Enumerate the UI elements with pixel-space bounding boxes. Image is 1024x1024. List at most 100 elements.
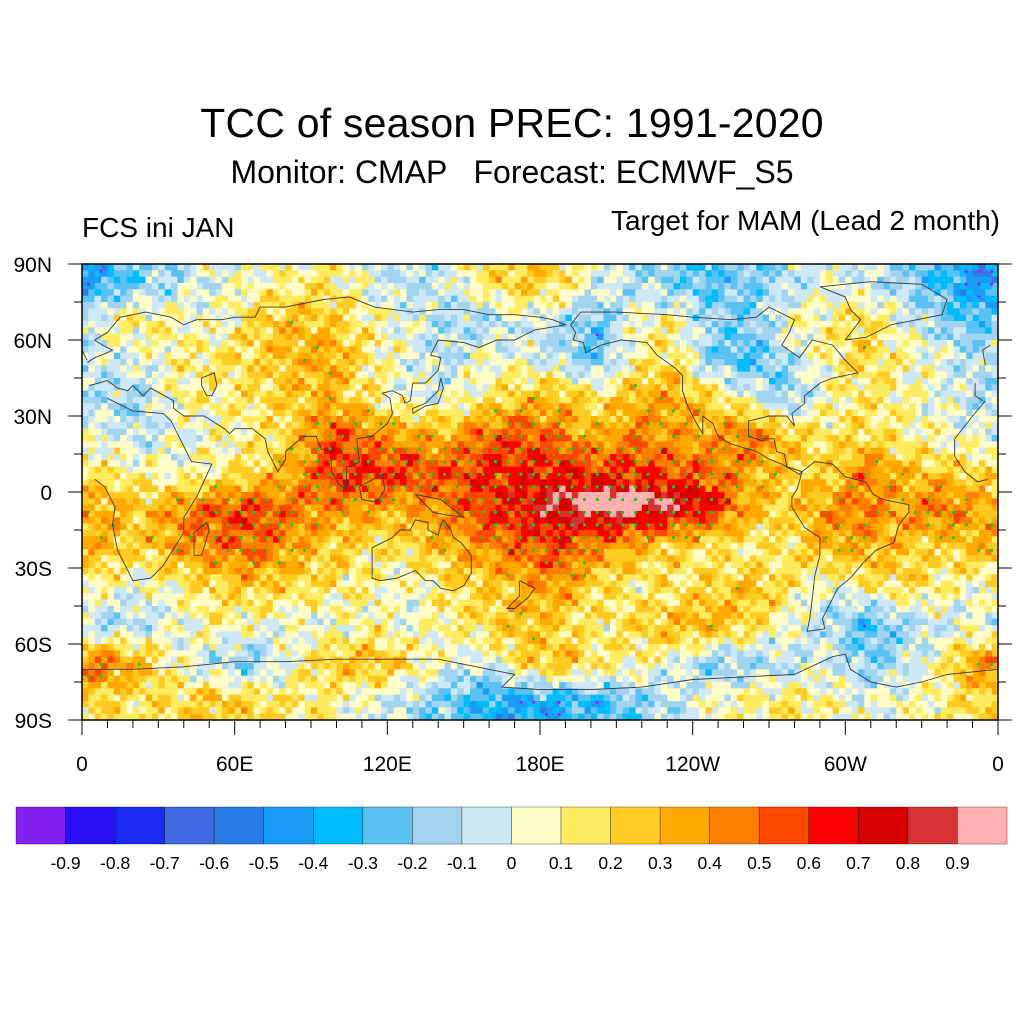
heatmap-cell — [705, 466, 713, 474]
heatmap-cell — [444, 264, 452, 271]
heatmap-cell — [966, 302, 974, 309]
heatmap-cell — [546, 352, 554, 360]
heatmap-cell — [692, 321, 700, 328]
heatmap-cell — [730, 428, 738, 436]
heatmap-cell — [209, 276, 217, 284]
heatmap-cell — [94, 365, 102, 373]
heatmap-cell — [902, 276, 910, 284]
heatmap-cell — [819, 441, 827, 449]
heatmap-cell — [915, 295, 923, 303]
heatmap-cell — [711, 473, 719, 480]
heatmap-cell — [718, 422, 726, 430]
heatmap-cell — [215, 302, 223, 309]
heatmap-cell — [699, 365, 706, 373]
heatmap-cell — [889, 264, 897, 271]
heatmap-cell — [349, 397, 357, 404]
heatmap-cell — [107, 352, 115, 360]
heatmap-cell — [775, 460, 783, 468]
heatmap-cell — [928, 359, 935, 366]
heatmap-cell — [520, 352, 528, 360]
heatmap-cell — [183, 308, 191, 316]
heatmap-cell — [896, 441, 904, 449]
heatmap-field — [82, 264, 998, 720]
heatmap-cell — [260, 321, 268, 328]
heatmap-cell — [368, 473, 376, 480]
heatmap-cell — [743, 346, 751, 354]
heatmap-cell — [915, 378, 923, 385]
heatmap-cell — [355, 397, 363, 404]
heatmap-cell — [190, 416, 198, 423]
heatmap-cell — [139, 435, 147, 442]
chart-subtitle: Monitor: CMAP Forecast: ECMWF_S5 — [230, 154, 794, 190]
heatmap-cell — [756, 422, 764, 430]
heatmap-cell — [940, 435, 948, 442]
heatmap-cell — [921, 409, 929, 417]
heatmap-cell — [788, 308, 796, 316]
heatmap-cell — [540, 371, 547, 379]
heatmap-cell — [304, 314, 312, 322]
heatmap-cell — [972, 295, 980, 303]
heatmap-cell — [183, 270, 191, 278]
heatmap-cell — [654, 441, 662, 449]
heatmap-cell — [520, 460, 528, 468]
heatmap-cell — [578, 283, 586, 290]
heatmap-cell — [629, 308, 637, 316]
heatmap-cell — [202, 283, 210, 290]
heatmap-cell — [858, 466, 866, 474]
heatmap-cell — [896, 321, 904, 328]
heatmap-cell — [622, 447, 630, 455]
heatmap-cell — [546, 371, 554, 379]
heatmap-cell — [380, 308, 388, 316]
heatmap-cell — [317, 390, 325, 398]
heatmap-cell — [380, 390, 388, 398]
heatmap-cell — [667, 447, 675, 455]
heatmap-cell — [603, 460, 611, 468]
heatmap-cell — [450, 327, 458, 335]
heatmap-cell — [603, 321, 611, 328]
heatmap-cell — [400, 276, 408, 284]
heatmap-cell — [272, 435, 280, 442]
heatmap-cell — [616, 314, 624, 322]
heatmap-cell — [730, 409, 738, 417]
heatmap-cell — [438, 397, 446, 404]
heatmap-cell — [629, 333, 637, 341]
heatmap-cell — [272, 397, 280, 404]
heatmap-cell — [158, 327, 166, 335]
heatmap-cell — [113, 460, 121, 468]
heatmap-cell — [387, 340, 395, 347]
heatmap-cell — [368, 321, 376, 328]
heatmap-cell — [501, 403, 509, 411]
heatmap-cell — [730, 295, 738, 303]
heatmap-cell — [431, 321, 439, 328]
heatmap-cell — [431, 454, 439, 461]
heatmap-cell — [209, 479, 217, 487]
heatmap-cell — [947, 454, 955, 461]
heatmap-cell — [202, 435, 210, 442]
heatmap-cell — [412, 435, 420, 442]
heatmap-cell — [444, 327, 452, 335]
heatmap-cell — [953, 460, 961, 468]
heatmap-cell — [311, 308, 318, 316]
heatmap-cell — [311, 454, 318, 461]
heatmap-cell — [132, 447, 140, 455]
heatmap-cell — [463, 384, 471, 392]
heatmap-cell — [336, 270, 344, 278]
heatmap-cell — [622, 321, 630, 328]
heatmap-cell — [82, 270, 89, 278]
heatmap-cell — [928, 270, 935, 278]
heatmap-cell — [908, 352, 916, 360]
heatmap-cell — [864, 289, 872, 297]
heatmap-cell — [571, 409, 579, 417]
heatmap-cell — [966, 454, 974, 461]
heatmap-cell — [425, 359, 433, 366]
heatmap-cell — [196, 454, 204, 461]
heatmap-cell — [788, 435, 796, 442]
heatmap-cell — [762, 302, 770, 309]
heatmap-cell — [247, 302, 255, 309]
heatmap-cell — [520, 422, 528, 430]
heatmap-cell — [450, 270, 458, 278]
heatmap-cell — [463, 276, 471, 284]
heatmap-cell — [794, 346, 802, 354]
heatmap-cell — [380, 416, 388, 423]
heatmap-cell — [298, 359, 306, 366]
